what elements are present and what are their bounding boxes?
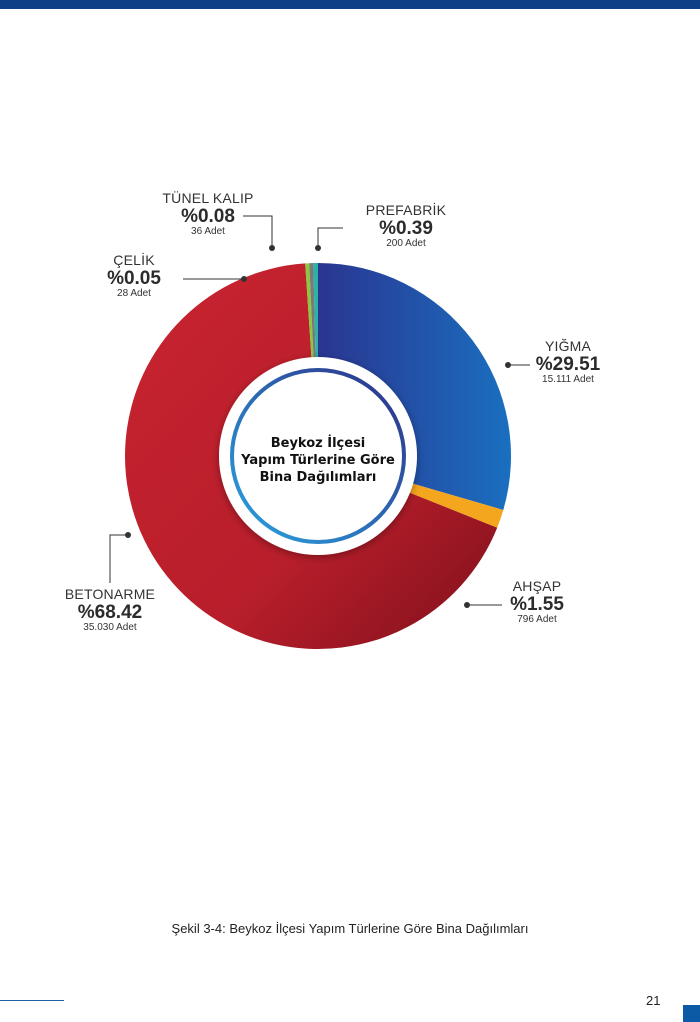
leader-tunel-kalip [243,215,273,248]
label-count: 28 Adet [117,288,151,299]
label-celik: ÇELİK %0.05 28 Adet [84,253,184,299]
label-percent: %0.39 [379,218,433,239]
leader-celik-dot [241,276,247,282]
label-name: YIĞMA [544,338,592,354]
label-tunel-kalip: TÜNEL KALIP %0.08 36 Adet [149,191,267,237]
label-count: 36 Adet [191,226,225,237]
footer-square [683,1005,700,1022]
label-betonarme: BETONARME %68.42 35.030 Adet [55,587,165,633]
header-bar [0,0,700,9]
center-title-line-2: Yapım Türlerine Göre [240,453,395,468]
label-prefabrik: PREFABRİK %0.39 200 Adet [347,203,465,249]
leader-tunel-kalip-dot [269,245,275,251]
label-name: ÇELİK [113,252,155,268]
label-percent: %29.51 [535,354,601,375]
center-title-line-3: Bina Dağılımları [260,470,377,485]
label-count: 200 Adet [386,238,426,249]
leader-betonarme-dot [125,532,131,538]
label-percent: %68.42 [77,602,143,623]
center-ring [230,368,406,544]
page-number: 21 [646,993,661,1008]
label-name: BETONARME [64,586,156,602]
label-name: AHŞAP [512,578,562,594]
figure-caption: Şekil 3-4: Beykoz İlçesi Yapım Türlerine… [171,921,529,936]
footer-line [0,1000,64,1001]
label-name: TÜNEL KALIP [162,190,254,206]
label-ahsap: AHŞAP %1.55 796 Adet [487,579,587,625]
leader-prefabrik [317,227,343,248]
label-name: PREFABRİK [365,202,447,218]
donut-chart: Beykoz İlçesi Yapım Türlerine Göre Bina … [109,215,530,650]
leader-betonarme [109,534,128,583]
label-yigma: YIĞMA %29.51 15.111 Adet [518,339,618,385]
leader-yigma-dot [505,362,511,368]
label-count: 796 Adet [517,614,557,625]
label-percent: %0.05 [107,268,161,289]
label-percent: %0.08 [181,206,235,227]
leader-prefabrik-dot [315,245,321,251]
center-title-line-1: Beykoz İlçesi [271,435,366,451]
label-percent: %1.55 [510,594,564,615]
center-disc [219,357,417,555]
leader-ahsap-dot [464,602,470,608]
label-count: 15.111 Adet [542,374,594,385]
label-count: 35.030 Adet [83,622,137,633]
